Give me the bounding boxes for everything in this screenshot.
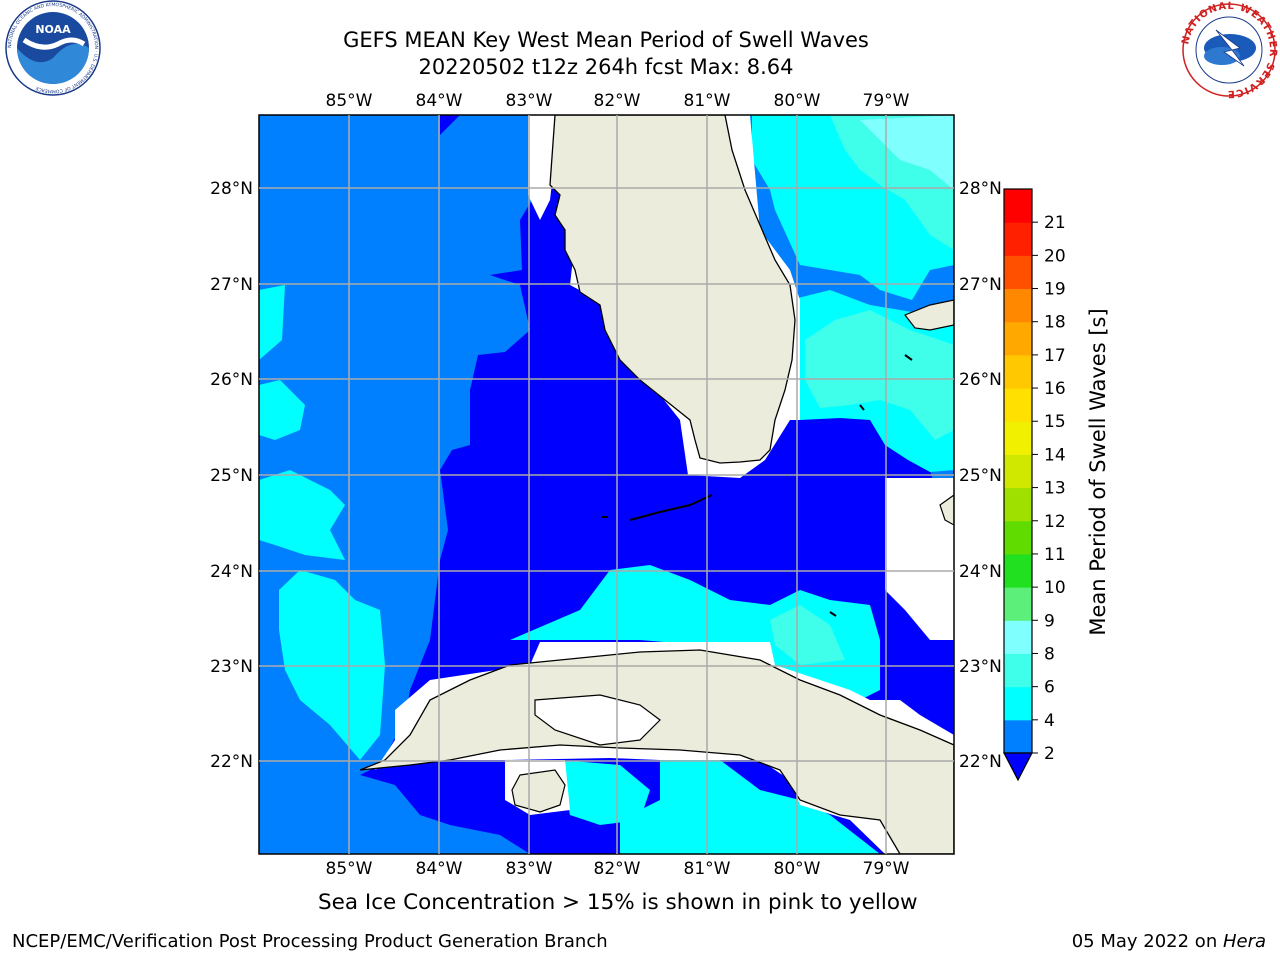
colorbar-tick-label: 4 [1044, 711, 1055, 731]
colorbar-segment [1004, 553, 1032, 588]
land-florida [549, 115, 796, 464]
noaa-logo: NOAA NATIONAL OCEANIC AND ATMOSPHERIC AD… [5, 0, 101, 96]
colorbar-tick-label: 10 [1044, 578, 1066, 598]
colorbar-tick-label: 18 [1044, 313, 1066, 333]
colorbar-frame [1003, 188, 1033, 754]
colorbar-segment [1004, 653, 1032, 688]
colorbar-segment [1004, 620, 1032, 654]
lon-tick-top: 81°W [684, 91, 731, 111]
footer-date: 05 May 2022 on Hera [1072, 931, 1266, 953]
colorbar-under-triangle [1003, 752, 1033, 782]
lat-tick-right: 25°N [959, 466, 1002, 486]
lat-tick-right: 27°N [959, 275, 1002, 295]
field-4-6s-bottom [620, 760, 880, 854]
lon-tick-bottom: 82°W [594, 859, 641, 879]
colorbar-label: Mean Period of Swell Waves [s] [1086, 308, 1110, 635]
lon-tick-top: 83°W [506, 91, 553, 111]
field-6-8s-south [770, 605, 845, 665]
lon-tick-top: 85°W [326, 91, 373, 111]
lon-tick-bottom: 83°W [506, 859, 553, 879]
lon-tick-top: 80°W [774, 91, 821, 111]
lat-tick-left: 28°N [210, 179, 253, 199]
chart-title: GEFS MEAN Key West Mean Period of Swell … [343, 28, 869, 52]
field-4-6s-sw [279, 570, 385, 760]
colorbar-segment [1004, 520, 1032, 555]
colorbar-segment [1004, 487, 1032, 522]
colorbar-tick-label: 2 [1044, 744, 1055, 764]
colorbar-segment [1004, 388, 1032, 422]
colorbar-tick-label: 19 [1044, 280, 1066, 300]
colorbar-segment [1004, 222, 1032, 256]
lat-tick-right: 24°N [959, 562, 1002, 582]
field-6-8s-east [805, 310, 954, 440]
colorbar-tick-label: 14 [1044, 445, 1066, 465]
colorbar-tick-label: 11 [1044, 545, 1066, 565]
nodata-bahamas [885, 478, 954, 640]
colorbar-tick-label: 6 [1044, 678, 1055, 698]
footer-date-text: 05 May 2022 on [1071, 931, 1223, 952]
lat-tick-left: 22°N [210, 752, 253, 772]
florida-keys [602, 354, 913, 617]
footer-host: Hera [1222, 931, 1266, 952]
colorbar-segment [1004, 354, 1032, 389]
colorbar-segment [1004, 288, 1032, 323]
sea-ice-note: Sea Ice Concentration > 15% is shown in … [318, 890, 918, 915]
lat-tick-left: 27°N [210, 275, 253, 295]
lat-tick-right: 28°N [959, 179, 1002, 199]
field-4-6s-cuba-bay [560, 760, 650, 825]
lat-tick-right: 26°N [959, 370, 1002, 390]
colorbar-tick-label: 17 [1044, 346, 1066, 366]
lon-tick-top: 84°W [416, 91, 463, 111]
lon-tick-bottom: 80°W [774, 859, 821, 879]
colorbar-tick-label: 13 [1044, 479, 1066, 499]
field-4-6s-west [259, 470, 345, 560]
colorbar-tick-label: 12 [1044, 512, 1066, 532]
lon-tick-bottom: 81°W [684, 859, 731, 879]
colorbar-segment [1004, 321, 1032, 356]
lat-tick-right: 22°N [959, 752, 1002, 772]
colorbar-segment [1004, 587, 1032, 621]
colorbar-segment [1004, 719, 1032, 754]
footer-branch: NCEP/EMC/Verification Post Processing Pr… [12, 931, 608, 952]
tick-labels: 85°W 85°W 84°W 84°W 83°W 83°W 82°W 82°W 81°W 81°W… [210, 91, 1002, 879]
lat-tick-left: 24°N [210, 562, 253, 582]
colorbar-segment [1004, 255, 1032, 290]
land-cuba-inlet [534, 694, 661, 746]
lon-tick-bottom: 84°W [416, 859, 463, 879]
lon-tick-top: 82°W [594, 91, 641, 111]
lat-tick-right: 23°N [959, 657, 1002, 677]
chart-subtitle: 20220502 t12z 264h fcst Max: 8.64 [418, 55, 794, 79]
colorbar-segment [1004, 189, 1032, 223]
land-cuba [359, 649, 954, 854]
nws-logo: NATIONAL WEATHER SERVICE [1180, 1, 1277, 99]
colorbar-tick-label: 16 [1044, 379, 1066, 399]
land-bahamas-island [904, 299, 954, 331]
map-frame [258, 114, 955, 855]
noaa-logo-text: NOAA [35, 23, 71, 36]
land-bahamas-2 [939, 494, 954, 526]
lon-tick-bottom: 85°W [326, 859, 373, 879]
colorbar-tick-label: 8 [1044, 644, 1055, 664]
colorbar-tick-label: 21 [1044, 213, 1066, 233]
land-isla-juventud [511, 769, 566, 813]
lat-tick-left: 26°N [210, 370, 253, 390]
field-8-9s [860, 115, 954, 190]
colorbar-tick-label: 9 [1044, 611, 1055, 631]
colorbar-tick-label: 20 [1044, 246, 1066, 266]
lon-tick-bottom: 79°W [863, 859, 910, 879]
colorbar-segment [1004, 421, 1032, 455]
colorbar-segment [1004, 454, 1032, 489]
lat-tick-left: 23°N [210, 657, 253, 677]
field-4-6s-west2 [259, 380, 305, 440]
lat-tick-left: 25°N [210, 466, 253, 486]
field-4-6s-west3 [259, 285, 285, 360]
lon-tick-top: 79°W [863, 91, 910, 111]
graticule [259, 115, 954, 854]
colorbar-segment [1004, 686, 1032, 721]
colorbar-tick-label: 15 [1044, 412, 1066, 432]
